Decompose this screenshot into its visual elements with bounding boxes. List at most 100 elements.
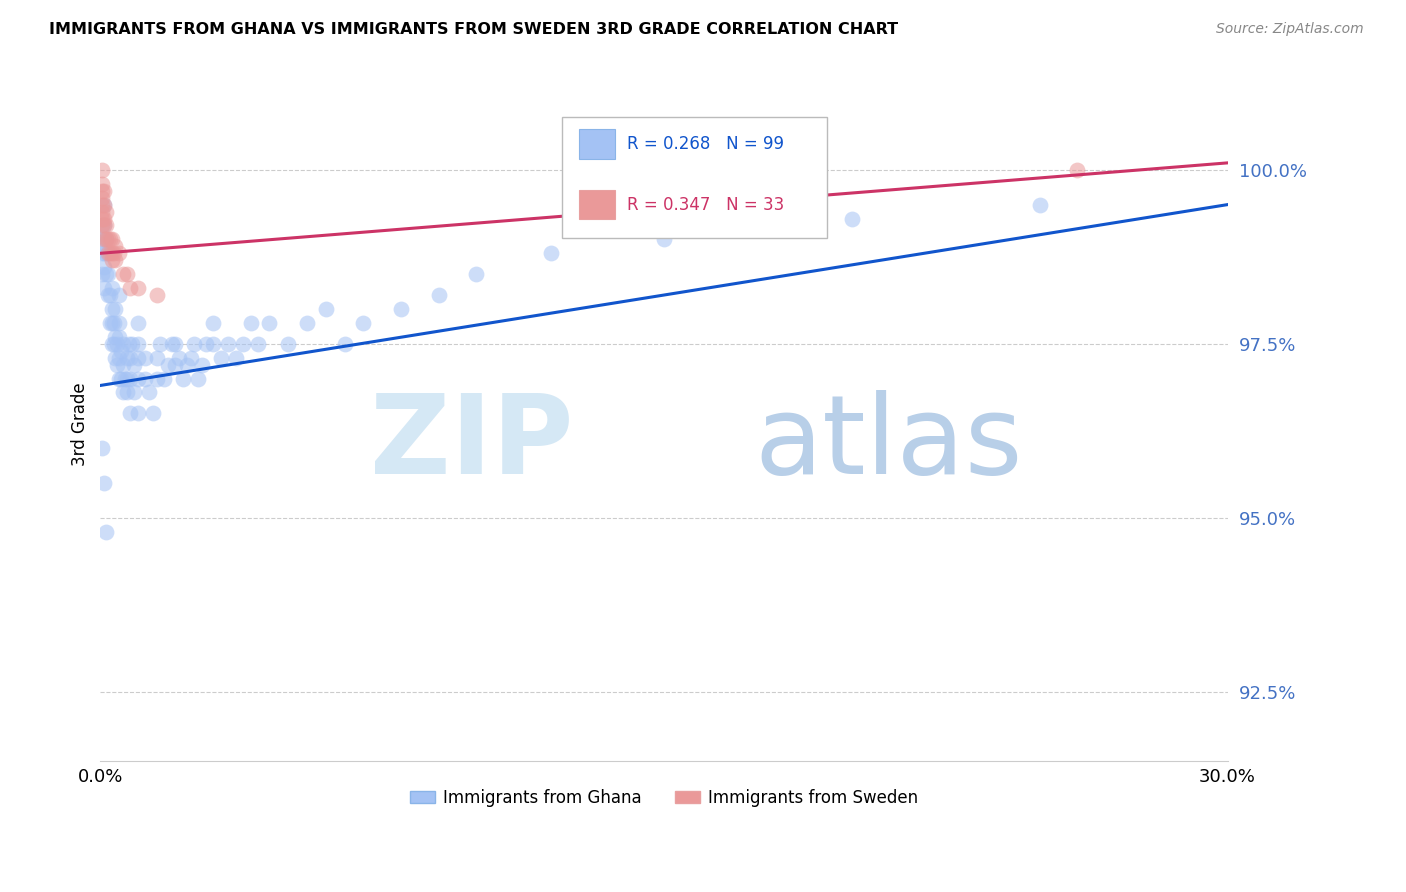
- Point: [145, 288, 167, 302]
- Point: [93, 246, 115, 260]
- Point: [120, 406, 142, 420]
- Point: [91, 219, 114, 233]
- Point: [134, 351, 156, 365]
- Point: [145, 351, 167, 365]
- Point: [100, 246, 122, 260]
- Y-axis label: 3rd Grade: 3rd Grade: [72, 382, 89, 466]
- Point: [1066, 162, 1088, 177]
- Point: [108, 371, 131, 385]
- Text: atlas: atlas: [754, 391, 1022, 498]
- Point: [127, 406, 149, 420]
- Point: [103, 336, 125, 351]
- Point: [104, 351, 127, 365]
- Point: [91, 441, 114, 455]
- Point: [115, 267, 138, 281]
- Legend: Immigrants from Ghana, Immigrants from Sweden: Immigrants from Ghana, Immigrants from S…: [404, 782, 925, 814]
- Point: [91, 211, 114, 226]
- Point: [180, 351, 202, 365]
- Point: [98, 246, 121, 260]
- Point: [540, 246, 562, 260]
- Point: [94, 232, 117, 246]
- Point: [217, 336, 239, 351]
- Point: [91, 184, 114, 198]
- Point: [232, 336, 254, 351]
- Point: [127, 281, 149, 295]
- Point: [91, 162, 114, 177]
- Point: [93, 197, 115, 211]
- Point: [93, 260, 115, 275]
- Point: [93, 475, 115, 490]
- Point: [93, 232, 115, 246]
- Point: [259, 316, 281, 330]
- Point: [93, 197, 115, 211]
- Point: [1028, 197, 1050, 211]
- Point: [153, 371, 176, 385]
- Point: [138, 385, 160, 400]
- Point: [93, 184, 115, 198]
- Point: [100, 336, 122, 351]
- Point: [117, 336, 139, 351]
- Point: [108, 351, 131, 365]
- Point: [103, 316, 125, 330]
- FancyBboxPatch shape: [562, 117, 827, 238]
- Point: [191, 358, 214, 372]
- Point: [127, 316, 149, 330]
- Point: [98, 288, 121, 302]
- Point: [105, 336, 128, 351]
- Point: [145, 371, 167, 385]
- Point: [115, 351, 138, 365]
- Point: [122, 385, 145, 400]
- Point: [114, 371, 136, 385]
- Point: [183, 336, 205, 351]
- Point: [115, 385, 138, 400]
- Point: [165, 358, 187, 372]
- Point: [333, 336, 356, 351]
- Point: [111, 358, 134, 372]
- Point: [104, 253, 127, 268]
- Point: [97, 246, 120, 260]
- Point: [110, 343, 132, 358]
- Point: [91, 232, 114, 246]
- Point: [120, 351, 142, 365]
- Point: [91, 267, 114, 281]
- Point: [104, 330, 127, 344]
- Point: [652, 232, 675, 246]
- Point: [98, 232, 121, 246]
- Point: [93, 219, 115, 233]
- Point: [165, 336, 187, 351]
- Point: [427, 288, 450, 302]
- Point: [94, 524, 117, 539]
- Point: [225, 351, 247, 365]
- Text: R = 0.347   N = 33: R = 0.347 N = 33: [627, 195, 785, 214]
- Point: [389, 301, 412, 316]
- Point: [91, 219, 114, 233]
- Point: [156, 358, 179, 372]
- Point: [91, 191, 114, 205]
- Point: [94, 232, 117, 246]
- FancyBboxPatch shape: [579, 190, 616, 219]
- Point: [108, 246, 131, 260]
- FancyBboxPatch shape: [579, 129, 616, 159]
- Point: [94, 219, 117, 233]
- Point: [194, 336, 217, 351]
- Point: [352, 316, 374, 330]
- Point: [315, 301, 337, 316]
- Point: [134, 371, 156, 385]
- Point: [93, 281, 115, 295]
- Point: [277, 336, 299, 351]
- Point: [127, 351, 149, 365]
- Text: R = 0.268   N = 99: R = 0.268 N = 99: [627, 135, 783, 153]
- Point: [121, 336, 143, 351]
- Point: [142, 406, 165, 420]
- Point: [91, 204, 114, 219]
- Point: [149, 336, 172, 351]
- Point: [209, 351, 232, 365]
- Text: IMMIGRANTS FROM GHANA VS IMMIGRANTS FROM SWEDEN 3RD GRADE CORRELATION CHART: IMMIGRANTS FROM GHANA VS IMMIGRANTS FROM…: [49, 22, 898, 37]
- Point: [93, 219, 115, 233]
- Point: [100, 281, 122, 295]
- Point: [295, 316, 318, 330]
- Point: [176, 358, 198, 372]
- Point: [108, 316, 131, 330]
- Point: [97, 246, 120, 260]
- Point: [91, 197, 114, 211]
